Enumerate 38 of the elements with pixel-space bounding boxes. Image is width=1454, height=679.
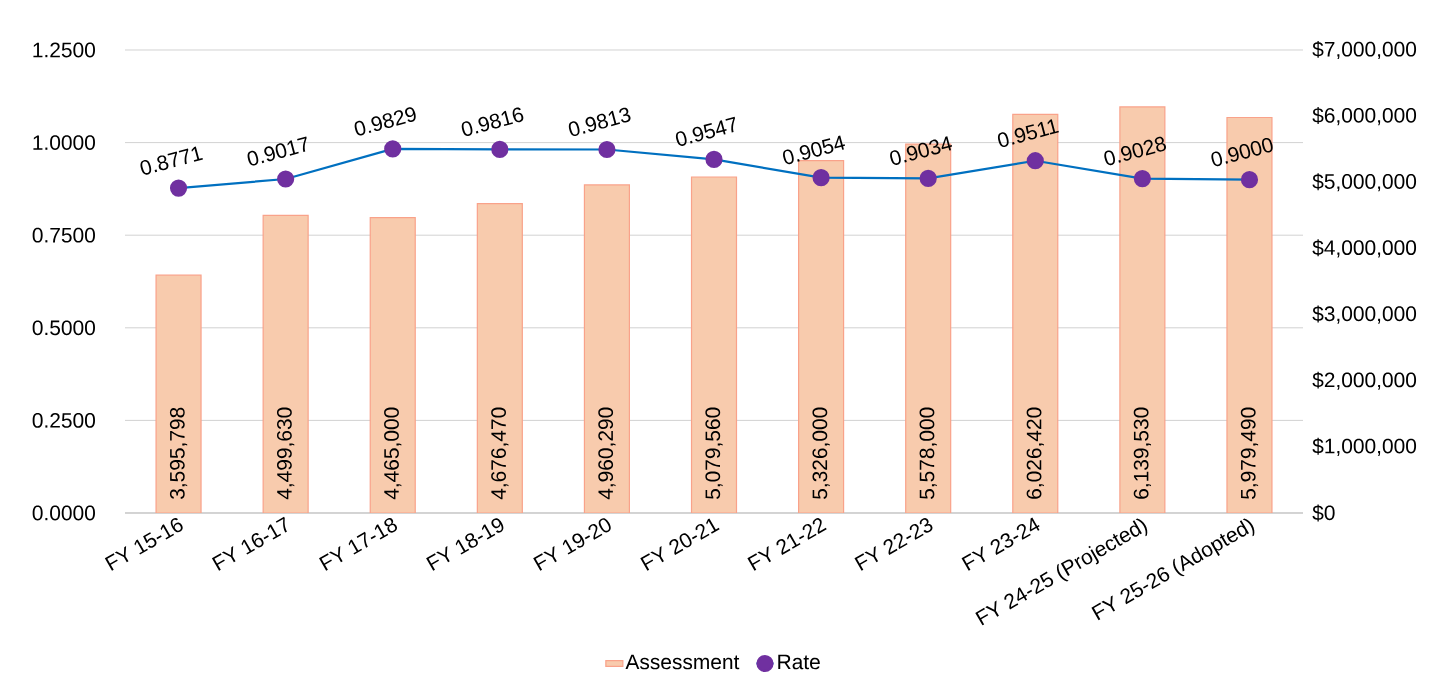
- data-label: 5,578,000: [919, 407, 937, 499]
- y-tick-label: 1.2500: [33, 42, 95, 58]
- data-label: 5,979,490: [1240, 407, 1259, 499]
- y-tick-label: 0.7500: [32, 227, 95, 243]
- data-label: 6,139,530: [1133, 407, 1152, 499]
- data-label: 0.9813: [568, 107, 631, 137]
- data-label: 5,326,000: [812, 407, 830, 499]
- data-label: 4,676,470: [491, 407, 509, 500]
- data-label: 0.9000: [1211, 137, 1273, 167]
- y-tick-label: 0.2500: [32, 412, 95, 428]
- y2-tick-label: $5,000,000: [1312, 173, 1417, 192]
- y2-tick-label: $2,000,000: [1312, 371, 1417, 390]
- data-label: 0.9816: [461, 107, 524, 136]
- data-label: 0.9034: [890, 136, 953, 165]
- y2-tick-label: $4,000,000: [1312, 239, 1417, 258]
- data-label: 0.9028: [1104, 136, 1166, 166]
- data-label: 4,499,630: [277, 407, 295, 500]
- legend-label: Rate: [778, 654, 820, 670]
- data-label: 0.9511: [997, 119, 1059, 148]
- data-label: 0.9829: [354, 107, 416, 136]
- data-label: 6,026,420: [1026, 407, 1044, 499]
- y2-tick-label: $7,000,000: [1312, 40, 1417, 60]
- data-label: 0.9054: [783, 135, 846, 165]
- legend-label: Assessment: [625, 654, 740, 670]
- y2-tick-label: $3,000,000: [1312, 305, 1417, 324]
- y2-tick-label: $0: [1312, 504, 1335, 522]
- y-tick-label: 0.0000: [32, 505, 95, 521]
- y-tick-label: 0.5000: [32, 320, 95, 336]
- data-label: 4,465,000: [384, 407, 402, 500]
- data-label: 4,960,290: [598, 407, 616, 500]
- data-label: 5,079,560: [705, 407, 723, 499]
- y2-tick-label: $6,000,000: [1312, 107, 1417, 126]
- y-tick-label: 1.0000: [33, 135, 95, 150]
- data-label: 3,595,798: [169, 407, 188, 500]
- y2-tick-label: $1,000,000: [1312, 437, 1417, 456]
- data-label: 0.8771: [140, 146, 203, 175]
- data-label: 0.9547: [675, 116, 736, 146]
- data-label: 0.9017: [247, 136, 307, 166]
